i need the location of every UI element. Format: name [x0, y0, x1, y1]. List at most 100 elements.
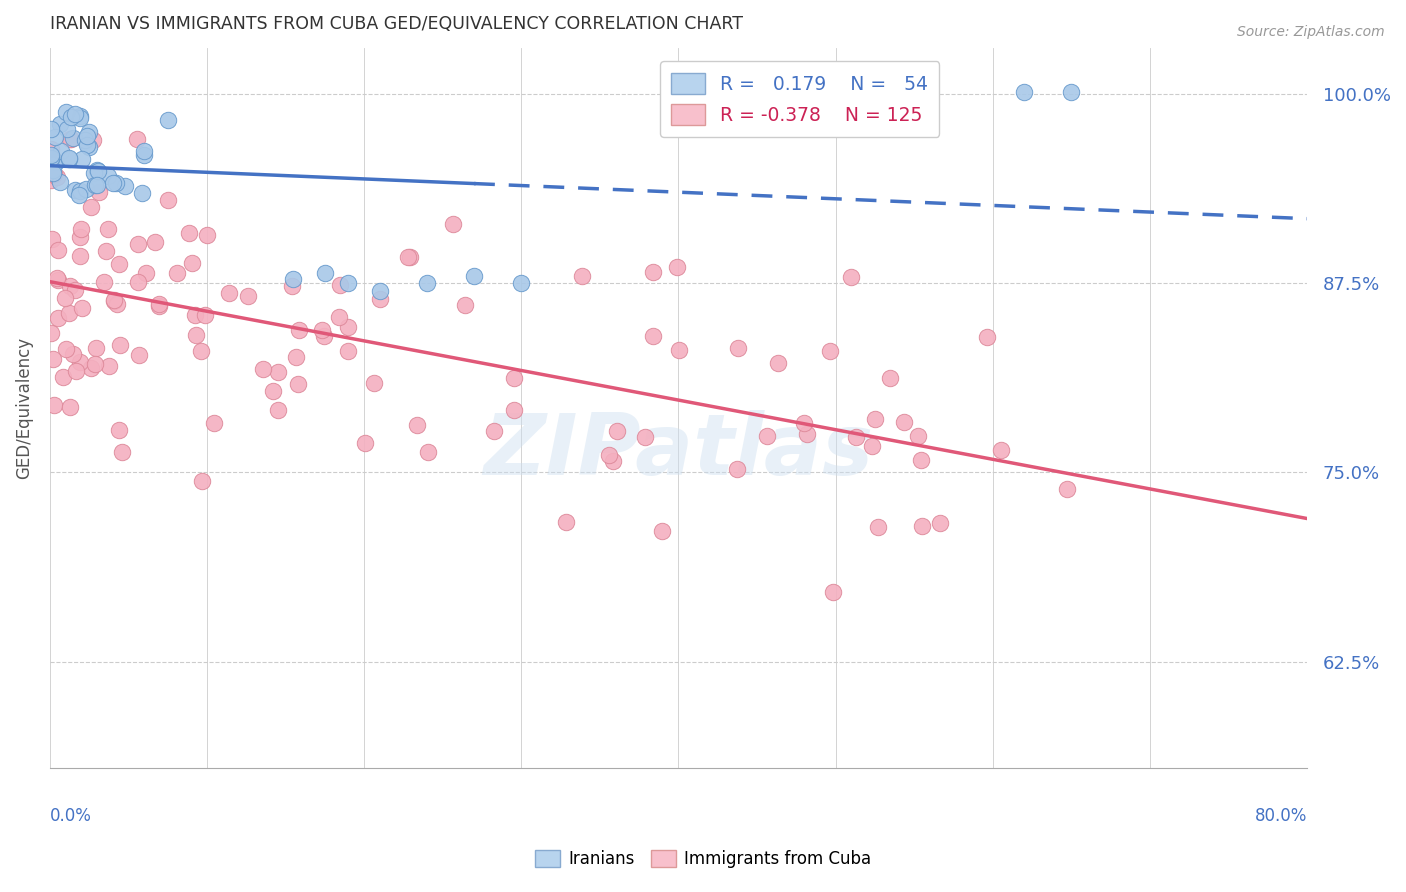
Point [1056, 483, 1078, 497]
Point [39, 326, 62, 341]
Point [328, 310, 350, 325]
Point [148, 296, 170, 310]
Point [406, 417, 429, 432]
Point [184, 327, 207, 342]
Point [157, 193, 180, 207]
Point [39, 148, 62, 162]
Point [510, 276, 533, 290]
Point [267, 403, 290, 417]
Point [839, 270, 862, 285]
Point [502, 402, 524, 417]
Point [821, 585, 844, 599]
Text: 80.0%: 80.0% [1254, 807, 1308, 825]
Point [1012, 86, 1035, 100]
Point [312, 329, 335, 343]
Point [60, 132, 83, 146]
Point [45, 155, 67, 169]
Point [65, 183, 87, 197]
Point [135, 266, 157, 280]
Point [131, 186, 153, 200]
Point [727, 342, 749, 356]
Point [39, 122, 62, 136]
Legend: R =   0.179    N =   54, R = -0.378    N = 125: R = 0.179 N = 54, R = -0.378 N = 125 [659, 62, 939, 136]
Point [69, 111, 91, 125]
Point [368, 292, 391, 306]
Point [69, 230, 91, 244]
Point [668, 343, 690, 357]
Point [184, 308, 207, 322]
Point [651, 524, 673, 538]
Point [58, 306, 80, 320]
Point [666, 260, 689, 274]
Point [482, 425, 505, 439]
Point [643, 265, 665, 279]
Point [598, 449, 620, 463]
Text: 0.0%: 0.0% [49, 807, 91, 825]
Point [76, 138, 98, 153]
Point [727, 462, 749, 476]
Point [976, 329, 998, 343]
Point [285, 350, 308, 364]
Point [418, 445, 440, 459]
Point [70, 152, 93, 166]
Point [337, 276, 360, 290]
Point [127, 237, 149, 252]
Point [990, 442, 1012, 457]
Text: IRANIAN VS IMMIGRANTS FROM CUBA GED/EQUIVALENCY CORRELATION CHART: IRANIAN VS IMMIGRANTS FROM CUBA GED/EQUI… [49, 15, 742, 33]
Point [127, 275, 149, 289]
Point [399, 250, 422, 264]
Point [39, 172, 62, 186]
Point [69, 249, 91, 263]
Point [602, 454, 624, 468]
Point [190, 344, 212, 359]
Point [84, 341, 107, 355]
Point [69, 184, 91, 198]
Point [441, 217, 464, 231]
Point [1060, 86, 1083, 100]
Point [84, 178, 107, 193]
Point [79, 200, 101, 214]
Point [181, 255, 204, 269]
Point [336, 343, 359, 358]
Point [55, 104, 77, 119]
Point [143, 235, 166, 250]
Point [48, 243, 70, 257]
Point [70, 301, 93, 316]
Point [59, 278, 82, 293]
Point [39, 151, 62, 165]
Point [148, 299, 170, 313]
Point [252, 362, 274, 376]
Point [863, 412, 886, 426]
Point [69, 109, 91, 123]
Point [606, 424, 628, 438]
Point [69, 355, 91, 369]
Point [93, 275, 115, 289]
Point [42, 398, 65, 412]
Point [58, 132, 80, 146]
Point [67, 188, 90, 202]
Point [416, 276, 439, 290]
Point [77, 140, 100, 154]
Point [44, 154, 66, 169]
Point [204, 416, 226, 430]
Point [65, 364, 87, 378]
Point [49, 175, 72, 189]
Point [96, 222, 118, 236]
Point [75, 182, 97, 196]
Point [454, 298, 477, 312]
Point [368, 284, 391, 298]
Point [58, 152, 80, 166]
Point [195, 228, 218, 243]
Point [45, 270, 67, 285]
Point [59, 111, 82, 125]
Point [177, 226, 200, 240]
Point [97, 359, 120, 373]
Point [53, 291, 76, 305]
Legend: Iranians, Immigrants from Cuba: Iranians, Immigrants from Cuba [527, 843, 879, 875]
Point [76, 129, 98, 144]
Point [911, 519, 934, 533]
Point [218, 285, 240, 300]
Point [929, 516, 952, 531]
Point [87, 164, 110, 178]
Point [463, 268, 485, 283]
